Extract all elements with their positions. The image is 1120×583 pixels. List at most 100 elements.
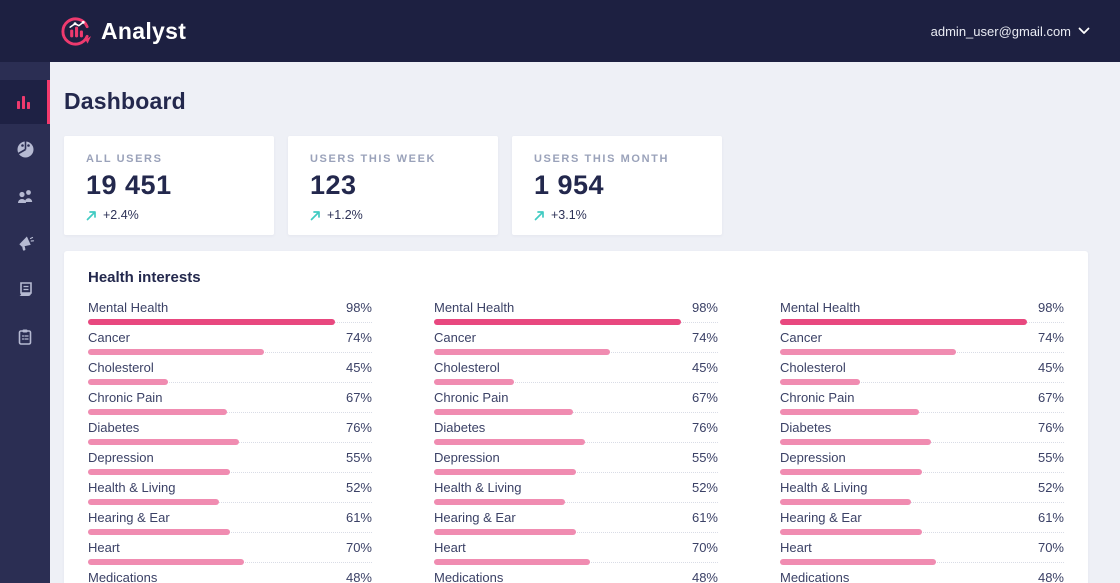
interest-label: Chronic Pain [780, 390, 855, 405]
interest-value: 55% [691, 450, 718, 465]
chevron-down-icon[interactable] [1078, 27, 1090, 35]
interest-label: Health & Living [780, 480, 868, 495]
interest-track [780, 379, 1064, 386]
interest-row-top: Hearing & Ear 61% [780, 510, 1064, 526]
sidebar-item-documents[interactable] [0, 268, 50, 312]
interest-dotted-line [88, 502, 372, 503]
interest-row: Diabetes 76% [780, 420, 1064, 446]
interest-row-top: Heart 70% [88, 540, 372, 556]
stat-label: ALL USERS [86, 153, 163, 165]
interest-bar [88, 469, 230, 475]
brand: Analyst [60, 16, 186, 47]
interest-dotted-line [434, 412, 718, 413]
health-interests-column: Mental Health 98% Cancer 74% Cholesterol… [780, 300, 1064, 583]
account-menu[interactable]: admin_user@gmail.com [931, 24, 1090, 39]
interest-row-top: Cancer 74% [780, 330, 1064, 346]
sidebar-item-users[interactable] [0, 174, 50, 218]
interest-label: Health & Living [434, 480, 522, 495]
interest-row-top: Hearing & Ear 61% [434, 510, 718, 526]
interest-dotted-line [780, 502, 1064, 503]
interest-label: Cancer [434, 330, 476, 345]
interest-bar [88, 559, 245, 565]
interest-bar [434, 529, 576, 535]
brand-name: Analyst [101, 17, 187, 44]
stat-delta: +1.2% [310, 208, 476, 222]
interest-bar [780, 319, 1028, 325]
interest-row: Heart 70% [434, 540, 718, 566]
top-navbar: Analyst admin_user@gmail.com [0, 0, 1120, 62]
interest-track [434, 469, 718, 476]
interest-bar [780, 439, 931, 445]
interest-row-top: Hearing & Ear 61% [88, 510, 372, 526]
interest-row-top: Health & Living 52% [88, 480, 372, 496]
interest-row-top: Mental Health 98% [780, 300, 1064, 316]
page-title: Dashboard [64, 88, 186, 114]
interest-label: Depression [88, 450, 154, 465]
interest-track [434, 409, 718, 416]
interest-row: Diabetes 76% [434, 420, 718, 446]
interest-row: Health & Living 52% [434, 480, 718, 506]
stat-card-users-month: USERS THIS MONTH 1 954 +3.1% [512, 136, 722, 235]
interest-track [88, 499, 372, 506]
interest-bar [780, 499, 911, 505]
stat-delta-value: +3.1% [551, 208, 587, 222]
sidebar-item-tasks[interactable] [0, 315, 50, 359]
interest-row: Mental Health 98% [434, 300, 718, 326]
interest-dotted-line [88, 472, 372, 473]
health-interests-title: Health interests [88, 269, 201, 286]
interest-row-top: Cholesterol 45% [88, 360, 372, 376]
interest-track [88, 529, 372, 536]
interest-row-top: Medications 48% [88, 570, 372, 583]
interest-value: 67% [1037, 390, 1064, 405]
interest-label: Hearing & Ear [88, 510, 170, 525]
interest-row: Medications 48% [780, 570, 1064, 583]
health-interests-column: Mental Health 98% Cancer 74% Cholesterol… [434, 300, 718, 583]
document-icon [16, 281, 34, 299]
interest-dotted-line [434, 502, 718, 503]
interest-label: Depression [780, 450, 846, 465]
interest-bar [780, 349, 957, 355]
interest-label: Chronic Pain [434, 390, 509, 405]
interest-row: Health & Living 52% [780, 480, 1064, 506]
sidebar-item-announcements[interactable] [0, 221, 50, 265]
interest-bar [434, 469, 576, 475]
interest-label: Cholesterol [88, 360, 154, 375]
interest-track [88, 409, 372, 416]
interest-row: Medications 48% [434, 570, 718, 583]
interest-value: 76% [691, 420, 718, 435]
interest-track [780, 469, 1064, 476]
interest-bar [88, 379, 168, 385]
interest-row-top: Depression 55% [780, 450, 1064, 466]
interest-track [88, 379, 372, 386]
sidebar-item-dashboard[interactable] [0, 80, 50, 124]
interest-label: Hearing & Ear [780, 510, 862, 525]
interest-track [88, 469, 372, 476]
interest-label: Health & Living [88, 480, 176, 495]
interest-row-top: Health & Living 52% [434, 480, 718, 496]
health-interests-card: Health interests Mental Health 98% Cance… [64, 251, 1088, 583]
interest-row: Medications 48% [88, 570, 372, 583]
interest-value: 48% [691, 570, 718, 583]
health-interests-grid: Mental Health 98% Cancer 74% Cholesterol… [88, 300, 1064, 583]
interest-value: 61% [345, 510, 372, 525]
interest-dotted-line [780, 412, 1064, 413]
stat-delta: +3.1% [534, 208, 700, 222]
interest-label: Chronic Pain [88, 390, 163, 405]
interest-row: Heart 70% [780, 540, 1064, 566]
sidebar-item-pie[interactable] [0, 127, 50, 171]
interest-row-top: Depression 55% [88, 450, 372, 466]
interest-label: Mental Health [434, 300, 515, 315]
interest-dotted-line [780, 382, 1064, 383]
interest-dotted-line [780, 472, 1064, 473]
interest-value: 98% [691, 300, 718, 315]
interest-value: 74% [1037, 330, 1064, 345]
interest-row: Depression 55% [434, 450, 718, 476]
interest-bar [88, 409, 228, 415]
interest-track [780, 499, 1064, 506]
trend-up-icon [534, 210, 545, 221]
account-email[interactable]: admin_user@gmail.com [930, 23, 1071, 39]
interest-row: Heart 70% [88, 540, 372, 566]
interest-row-top: Chronic Pain 67% [780, 390, 1064, 406]
interest-bar [434, 319, 682, 325]
interest-row-top: Chronic Pain 67% [434, 390, 718, 406]
